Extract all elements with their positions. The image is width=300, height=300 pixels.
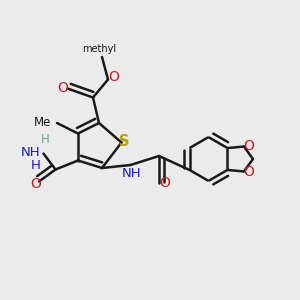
Text: O: O	[108, 70, 119, 84]
Text: O: O	[243, 165, 254, 179]
Text: O: O	[58, 81, 68, 95]
Text: H: H	[31, 159, 40, 172]
Text: O: O	[243, 139, 254, 153]
Text: S: S	[119, 134, 130, 148]
Text: NH: NH	[122, 167, 142, 180]
Text: Me: Me	[34, 116, 52, 129]
Text: NH: NH	[21, 146, 40, 159]
Text: H: H	[40, 133, 50, 146]
Text: methyl: methyl	[82, 44, 116, 55]
Text: O: O	[30, 177, 41, 191]
Text: O: O	[159, 176, 170, 190]
